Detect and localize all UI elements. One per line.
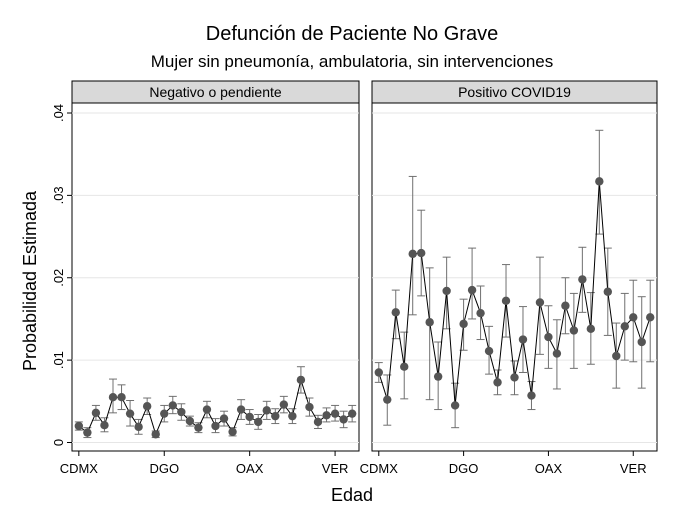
data-point xyxy=(501,296,511,306)
data-point xyxy=(374,368,383,377)
data-point xyxy=(510,373,519,382)
data-point xyxy=(476,308,485,318)
data-point xyxy=(271,411,280,421)
y-tick-label: .01 xyxy=(51,351,66,369)
y-tick-label: .02 xyxy=(51,269,66,287)
x-tick-label: DGO xyxy=(449,461,479,476)
data-point xyxy=(228,427,237,436)
error-bar xyxy=(468,247,477,320)
panel-plot-area xyxy=(71,102,360,452)
data-point xyxy=(569,326,579,335)
data-point xyxy=(527,391,536,400)
data-point xyxy=(620,322,629,331)
data-point xyxy=(484,346,494,356)
data-point xyxy=(83,428,92,437)
data-point xyxy=(637,337,646,347)
panel-1: Negativo o pendiente 0 .01 .02 .03 .04 CDMX DGO… xyxy=(51,80,360,476)
data-point xyxy=(467,285,477,295)
data-point xyxy=(595,177,604,186)
data-point xyxy=(339,415,348,424)
data-point xyxy=(383,395,392,404)
chart-title: Defunción de Paciente No Grave xyxy=(206,23,498,45)
data-point xyxy=(459,319,468,329)
data-point xyxy=(151,430,160,439)
data-point xyxy=(391,308,400,317)
x-tick-label: VER xyxy=(322,461,349,476)
data-point xyxy=(91,408,101,418)
data-point xyxy=(347,409,357,418)
data-point xyxy=(586,324,596,334)
data-point xyxy=(108,392,118,402)
data-point xyxy=(493,378,502,387)
data-point xyxy=(629,313,638,322)
y-tick-label: .03 xyxy=(51,186,66,204)
data-point xyxy=(219,414,229,423)
data-point xyxy=(416,248,426,258)
data-point xyxy=(125,409,135,418)
data-point xyxy=(185,416,195,426)
data-point xyxy=(400,362,409,371)
data-point xyxy=(100,421,109,430)
x-tick-label: DGO xyxy=(149,461,179,476)
data-point xyxy=(117,392,126,402)
data-point xyxy=(305,402,314,412)
data-point xyxy=(433,372,443,381)
panel-2: Positivo COVID19 CDMX DGO OAX VER xyxy=(360,80,658,476)
data-point xyxy=(134,422,143,432)
data-point xyxy=(262,406,271,415)
data-point xyxy=(535,298,545,307)
panel-strip-label: Positivo COVID19 xyxy=(458,84,571,100)
data-point xyxy=(442,286,451,296)
panels: Negativo o pendiente 0 .01 .02 .03 .04 CDMX DGO… xyxy=(51,80,658,476)
data-point xyxy=(194,423,203,432)
data-point xyxy=(142,402,152,411)
data-point xyxy=(288,411,297,421)
y-tick-label: 0 xyxy=(51,439,66,446)
data-point xyxy=(603,287,613,296)
data-point xyxy=(296,375,306,385)
data-point xyxy=(160,409,169,418)
x-tick-label: CDMX xyxy=(360,461,399,476)
y-tick-label: .04 xyxy=(51,104,66,122)
data-point xyxy=(408,249,417,259)
data-point xyxy=(450,401,460,410)
data-point xyxy=(313,417,323,427)
error-bar xyxy=(425,267,434,401)
data-point xyxy=(236,405,246,414)
chart-subtitle: Mujer sin pneumonía, ambulatoria, sin in… xyxy=(151,52,554,71)
data-point xyxy=(330,409,340,418)
data-point xyxy=(254,417,263,427)
data-point xyxy=(245,412,254,422)
x-tick-label: OAX xyxy=(236,461,264,476)
panel-plot-area xyxy=(371,102,658,452)
data-point xyxy=(74,421,84,431)
data-point xyxy=(646,313,655,322)
data-point xyxy=(578,275,587,284)
data-point xyxy=(425,318,434,327)
data-point xyxy=(211,421,220,431)
data-point xyxy=(177,407,186,417)
x-axis-title: Edad xyxy=(331,485,373,505)
data-point xyxy=(612,351,621,361)
data-point xyxy=(544,332,553,342)
data-point xyxy=(279,400,289,409)
data-point xyxy=(561,301,570,310)
x-tick-label: VER xyxy=(620,461,647,476)
data-point xyxy=(202,405,212,414)
error-bar xyxy=(408,175,417,316)
panel-strip-label: Negativo o pendiente xyxy=(149,84,282,100)
x-tick-label: CDMX xyxy=(60,461,99,476)
data-point xyxy=(518,335,528,344)
data-point xyxy=(168,401,177,410)
data-point xyxy=(322,411,331,420)
y-axis-title: Probabilidad Estimada xyxy=(20,190,40,371)
x-tick-label: OAX xyxy=(535,461,563,476)
data-point xyxy=(552,349,562,358)
